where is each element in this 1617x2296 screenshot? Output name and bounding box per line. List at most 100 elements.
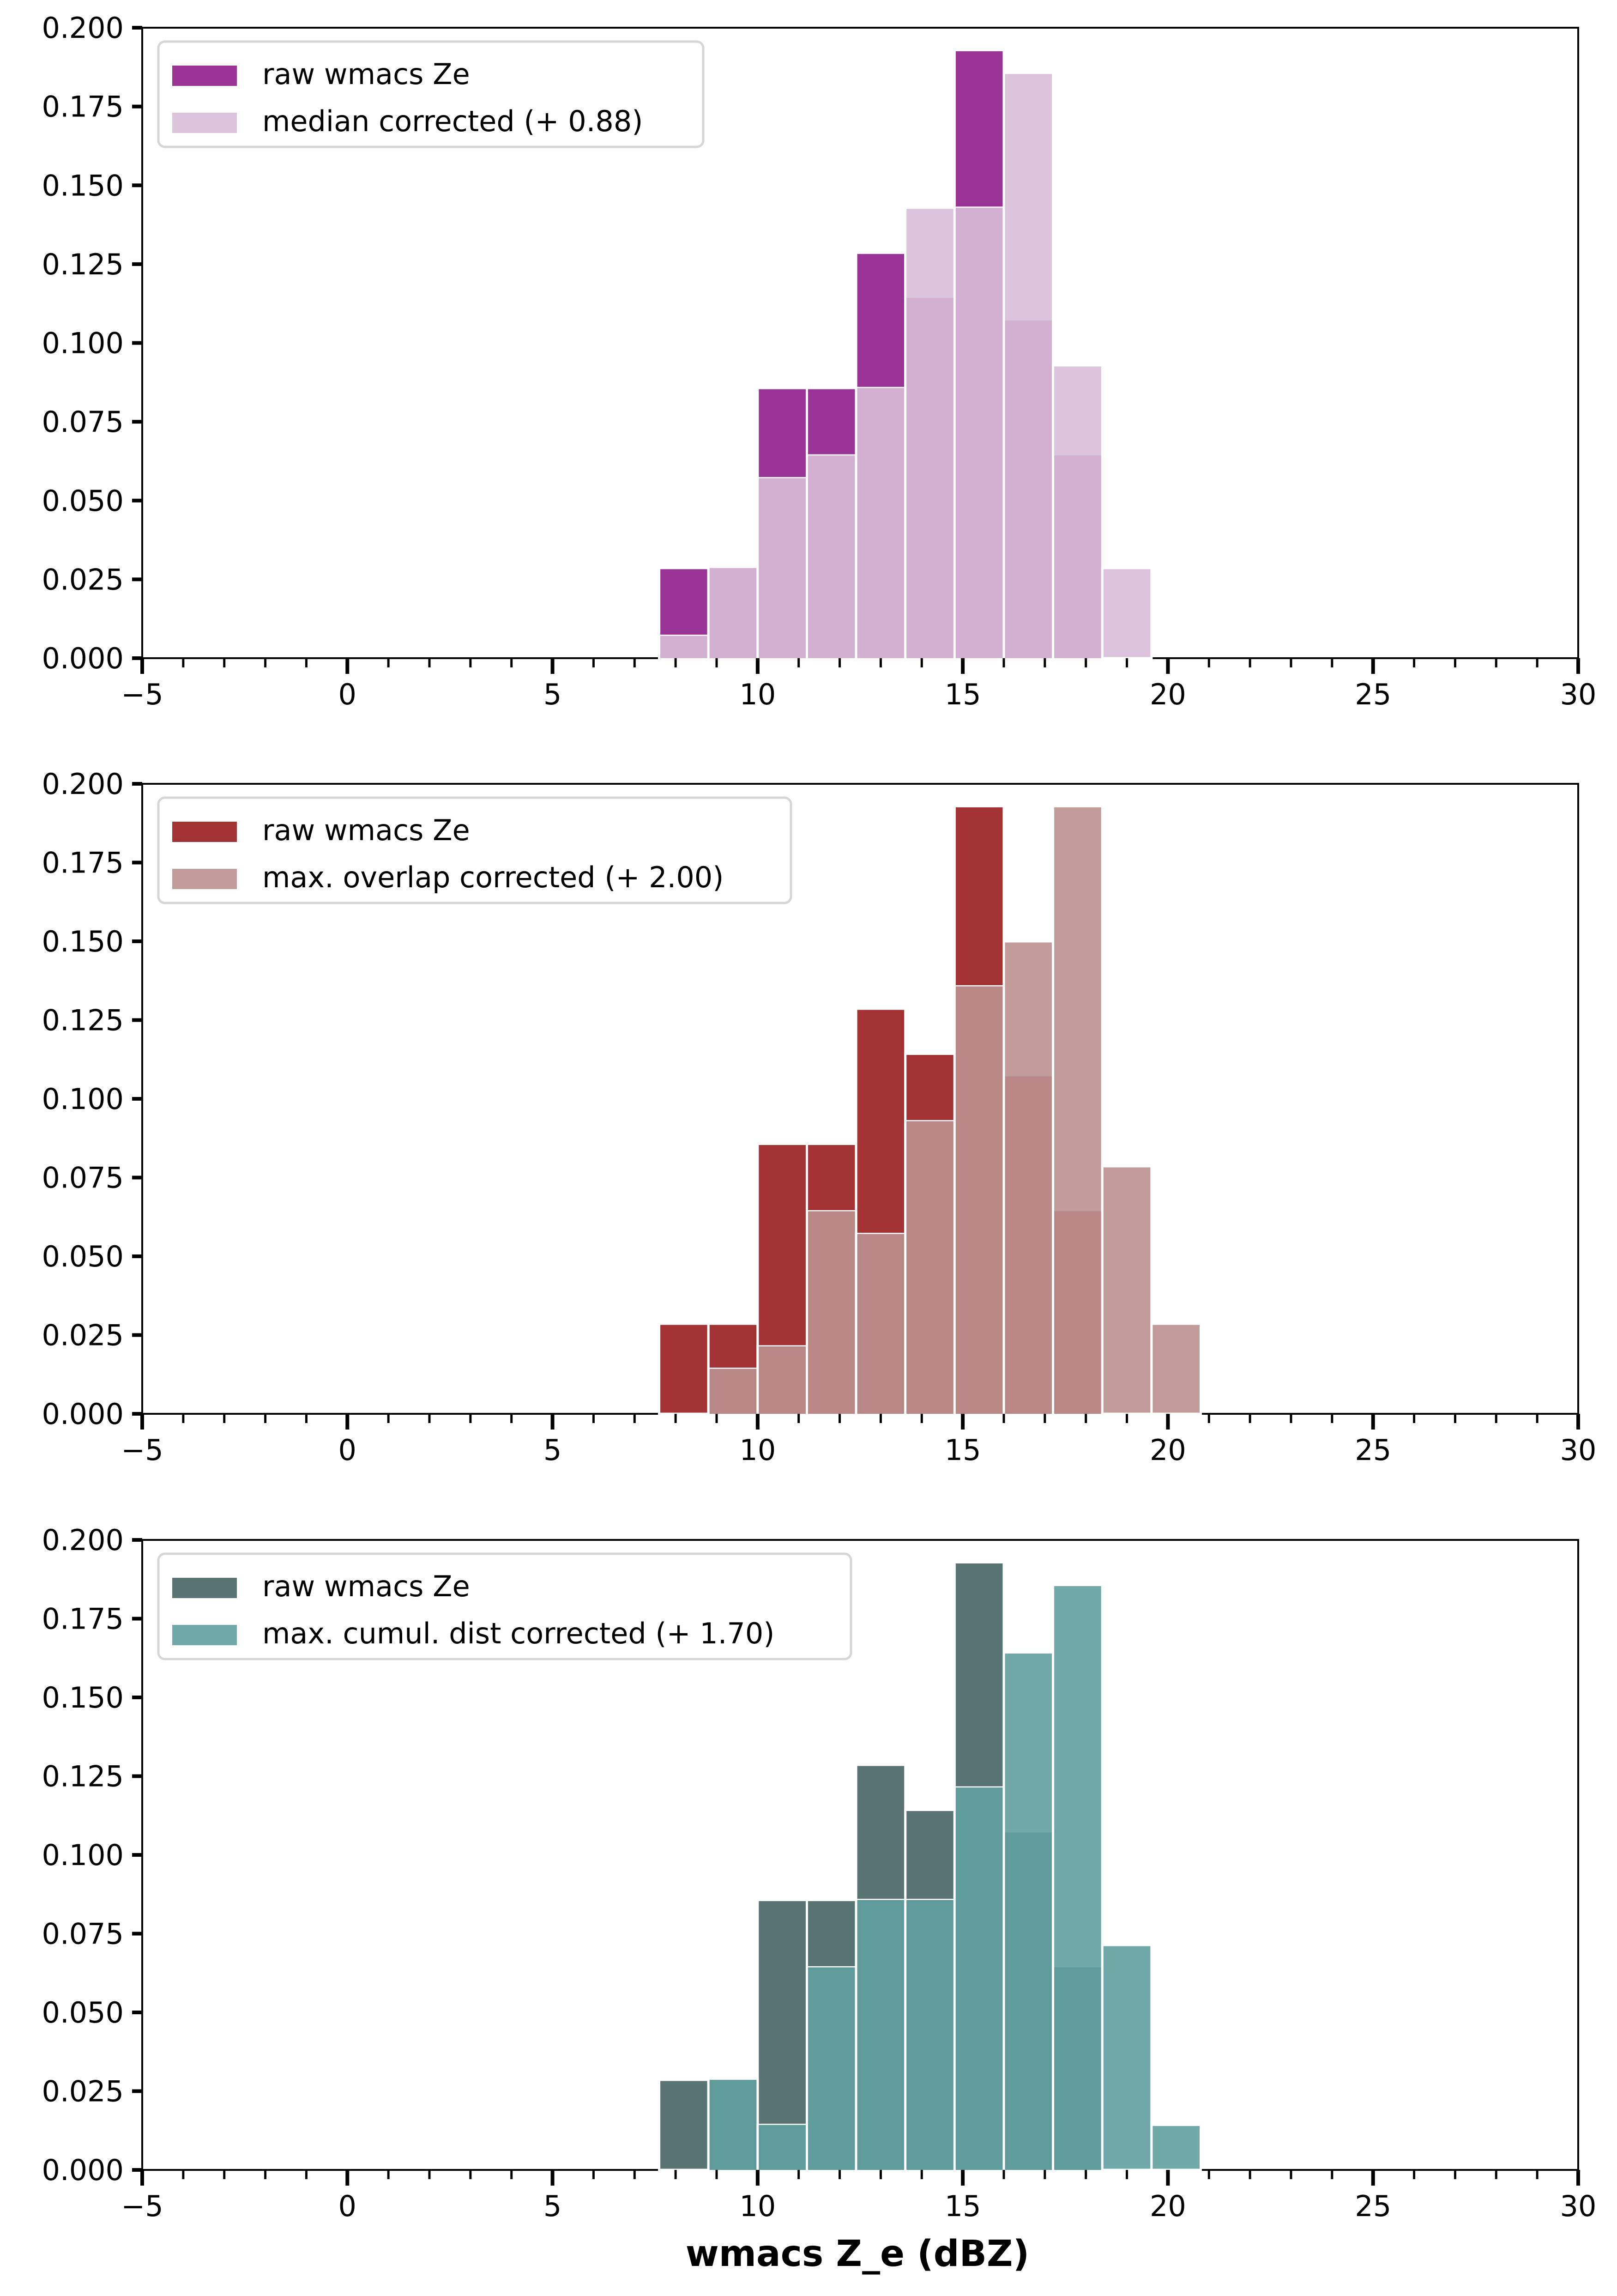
legend-label: raw wmacs Ze xyxy=(262,57,470,91)
x-tick-label: 5 xyxy=(543,678,561,711)
y-tick-label: 0.150 xyxy=(42,1681,124,1714)
x-tick-label: 10 xyxy=(739,678,776,711)
legend-swatch xyxy=(172,822,237,842)
x-tick-label: 20 xyxy=(1150,678,1186,711)
overlap-bar xyxy=(906,297,953,658)
legend-swatch xyxy=(172,1578,237,1598)
legend-swatch xyxy=(172,113,237,133)
overlap-bar xyxy=(955,1787,1003,2170)
legend-label: raw wmacs Ze xyxy=(262,1569,470,1603)
y-tick-label: 0.150 xyxy=(42,169,124,202)
panel-median-corrected: 0.000 0.025 0.050 0.075 0.100 0.125 0.150 0.175… xyxy=(42,11,1597,711)
y-tick-label: 0.125 xyxy=(42,248,124,281)
overlap-bar xyxy=(1054,1967,1101,2170)
x-tick-label: 25 xyxy=(1355,1433,1391,1467)
overlap-bar xyxy=(857,388,905,658)
y-tick-label: 0.000 xyxy=(42,1397,124,1431)
overlap-bar xyxy=(1054,455,1101,658)
overlap-bar xyxy=(709,1369,757,1414)
x-tick-label: 15 xyxy=(945,678,981,711)
panel-max-overlap-corrected: 0.000 0.025 0.050 0.075 0.100 0.125 0.150 0.175… xyxy=(42,767,1597,1467)
x-tick-label: 5 xyxy=(543,2189,561,2223)
legend-box xyxy=(157,40,705,148)
y-tick-label: 0.150 xyxy=(42,925,124,958)
x-tick-label: 30 xyxy=(1560,678,1597,711)
overlap-bar xyxy=(857,1234,905,1414)
x-tick-label: 25 xyxy=(1355,678,1391,711)
legend-swatch xyxy=(172,1625,237,1645)
y-tick-label: 0.200 xyxy=(42,11,124,45)
y-tick-label: 0.075 xyxy=(42,405,124,439)
x-tick-label: 30 xyxy=(1560,1433,1597,1467)
panel-max-cumul-dist-corrected: 0.000 0.025 0.050 0.075 0.100 0.125 0.150 0.175… xyxy=(42,1523,1597,2223)
x-tick-label: 20 xyxy=(1150,2189,1186,2223)
overlap-bar xyxy=(1005,1076,1052,1414)
overlap-bar xyxy=(955,986,1003,1414)
x-tick-label: −5 xyxy=(121,2189,163,2223)
overlap-bar xyxy=(759,478,806,658)
overlap-bar xyxy=(857,1900,905,2170)
x-tick-label: 15 xyxy=(945,2189,981,2223)
overlap-bar xyxy=(955,207,1003,658)
y-tick-label: 0.175 xyxy=(42,90,124,124)
overlap-bar xyxy=(808,1967,855,2170)
y-tick-label: 0.075 xyxy=(42,1917,124,1951)
y-tick-label: 0.175 xyxy=(42,846,124,880)
x-tick-label: −5 xyxy=(121,678,163,711)
corrected-bar xyxy=(1150,2123,1202,2171)
x-tick-label: 0 xyxy=(338,678,356,711)
y-tick-label: 0.200 xyxy=(42,767,124,801)
x-tick-label: −5 xyxy=(121,1433,163,1467)
x-tick-label: 0 xyxy=(338,1433,356,1467)
x-tick-label: 10 xyxy=(739,1433,776,1467)
overlap-bar xyxy=(1054,1211,1101,1414)
legend-label: median corrected (+ 0.88) xyxy=(262,104,643,138)
x-tick-label: 20 xyxy=(1150,1433,1186,1467)
x-tick-label: 5 xyxy=(543,1433,561,1467)
legend-label: max. overlap corrected (+ 2.00) xyxy=(262,860,724,894)
overlap-bar xyxy=(709,568,757,658)
y-tick-label: 0.175 xyxy=(42,1602,124,1636)
legend-box xyxy=(157,796,792,904)
y-tick-label: 0.050 xyxy=(42,1996,124,2029)
y-tick-label: 0.025 xyxy=(42,2075,124,2108)
y-tick-label: 0.100 xyxy=(42,1838,124,1872)
y-tick-label: 0.200 xyxy=(42,1523,124,1557)
corrected-bar xyxy=(1101,1165,1153,1415)
x-tick-label: 10 xyxy=(739,2189,776,2223)
y-tick-label: 0.125 xyxy=(42,1760,124,1793)
legend-swatch xyxy=(172,66,237,86)
y-tick-label: 0.025 xyxy=(42,563,124,596)
x-tick-label: 25 xyxy=(1355,2189,1391,2223)
y-tick-label: 0.025 xyxy=(42,1319,124,1352)
raw-bar xyxy=(658,1322,710,1415)
y-tick-label: 0.000 xyxy=(42,2153,124,2187)
overlap-bar xyxy=(906,1900,953,2170)
corrected-bar xyxy=(1101,1944,1153,2171)
y-tick-label: 0.100 xyxy=(42,1082,124,1116)
overlap-bar xyxy=(709,2079,757,2170)
overlap-bar xyxy=(759,1346,806,1414)
x-axis-label: wmacs Z_e (dBZ) xyxy=(686,2233,1030,2275)
corrected-bar xyxy=(1101,567,1153,660)
y-tick-label: 0.050 xyxy=(42,484,124,518)
legend-swatch xyxy=(172,869,237,889)
x-tick-label: 15 xyxy=(945,1433,981,1467)
y-tick-label: 0.000 xyxy=(42,642,124,675)
y-tick-label: 0.100 xyxy=(42,327,124,360)
x-tick-label: 0 xyxy=(338,2189,356,2223)
raw-bar xyxy=(658,2078,710,2171)
y-tick-label: 0.125 xyxy=(42,1004,124,1037)
legend-label: raw wmacs Ze xyxy=(262,813,470,847)
overlap-bar xyxy=(1005,1832,1052,2170)
legend-label: max. cumul. dist corrected (+ 1.70) xyxy=(262,1617,775,1650)
y-tick-label: 0.075 xyxy=(42,1161,124,1195)
overlap-bar xyxy=(660,636,707,658)
legend-box xyxy=(157,1552,852,1660)
x-tick-label: 30 xyxy=(1560,2189,1597,2223)
overlap-bar xyxy=(759,2125,806,2170)
overlap-bar xyxy=(808,1211,855,1414)
overlap-bar xyxy=(906,1121,953,1414)
corrected-bar xyxy=(1150,1322,1202,1415)
